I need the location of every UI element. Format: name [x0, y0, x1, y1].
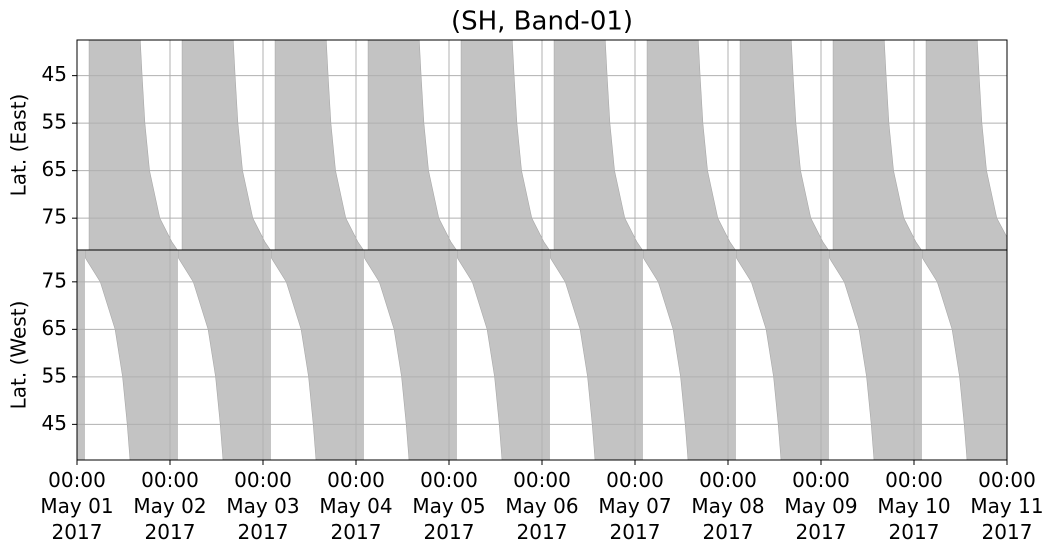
chart-title: (SH, Band-01) [451, 7, 633, 37]
x-tick-label: 00:00 May 06 2017 [505, 468, 578, 544]
y-tick-label: 75 [42, 268, 67, 292]
x-tick-label: 00:00 May 10 2017 [877, 468, 950, 544]
x-tick-label: 00:00 May 02 2017 [133, 468, 206, 544]
y-tick-label: 55 [42, 363, 67, 387]
y-tick-label: 45 [42, 411, 67, 435]
y-tick-label: 55 [42, 110, 67, 134]
x-tick-label: 00:00 May 08 2017 [691, 468, 764, 544]
coverage-area [88, 40, 1007, 250]
x-tick-label: 00:00 May 04 2017 [319, 468, 392, 544]
y-tick-label: 75 [42, 205, 67, 229]
y-axis-label: Lat. (East) [7, 94, 31, 197]
y-axis-label: Lat. (West) [7, 301, 31, 410]
x-tick-label: 00:00 May 01 2017 [40, 468, 113, 544]
plot-frame [76, 249, 1008, 461]
x-tick-label: 00:00 May 05 2017 [412, 468, 485, 544]
y-tick-label: 65 [42, 316, 67, 340]
x-tick-label: 00:00 May 09 2017 [784, 468, 857, 544]
x-tick-label: 00:00 May 07 2017 [598, 468, 671, 544]
y-tick-label: 65 [42, 157, 67, 181]
y-tick-label: 45 [42, 62, 67, 86]
x-tick-label: 00:00 May 11 2017 [970, 468, 1043, 544]
x-tick-label: 00:00 May 03 2017 [226, 468, 299, 544]
